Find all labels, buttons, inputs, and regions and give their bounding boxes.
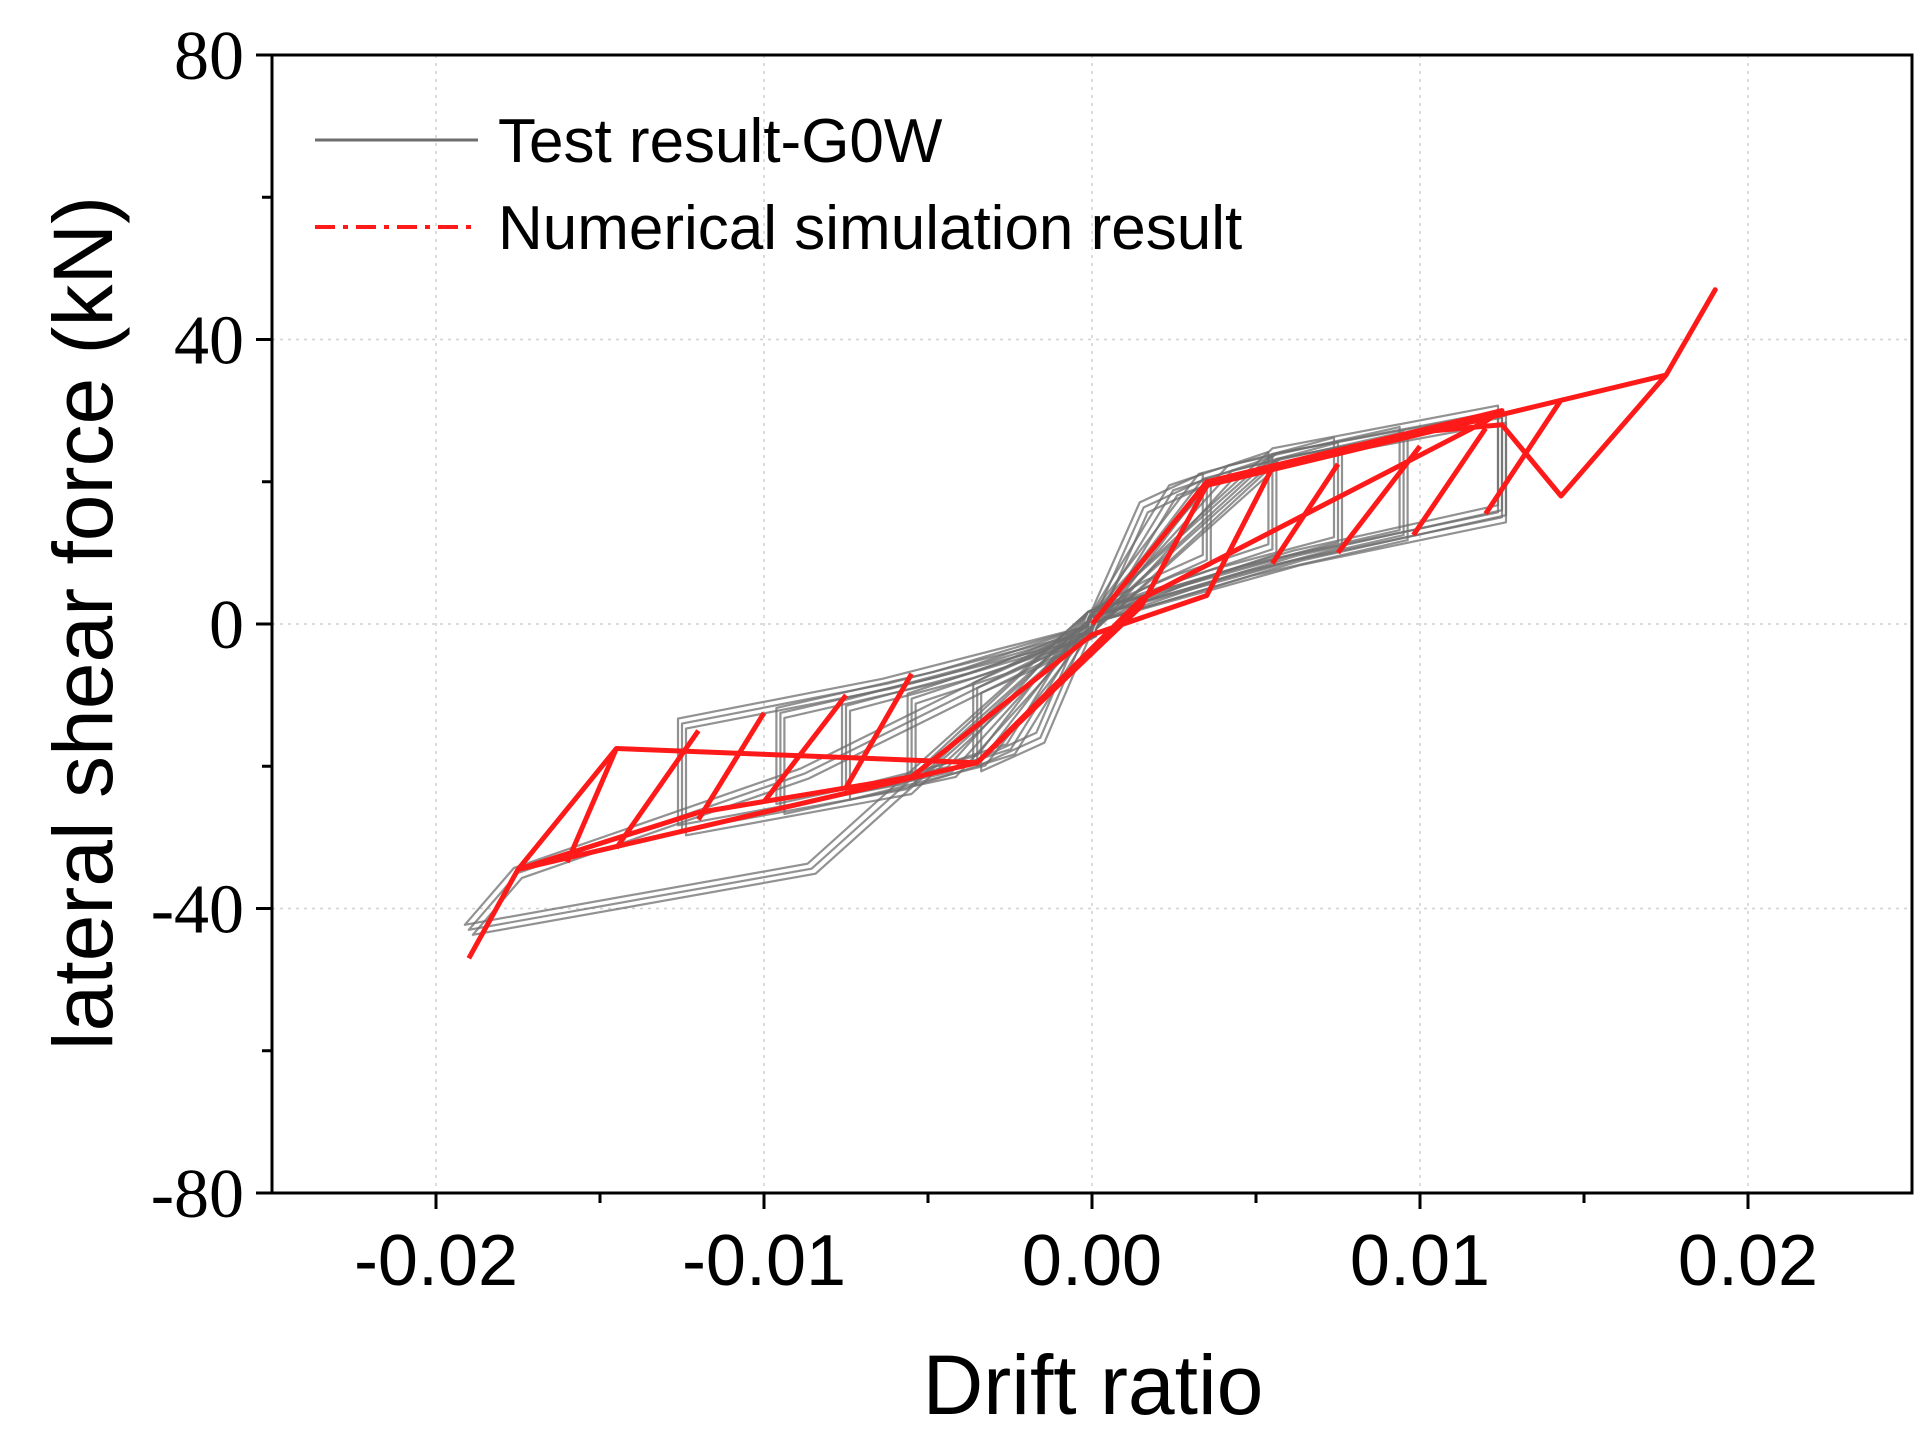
simulation-envelope (466, 287, 1718, 960)
test-loop (676, 404, 1500, 827)
simulation-branch (1483, 398, 1564, 516)
x-tick-label: 0.00 (1022, 1221, 1162, 1301)
simulation-branch (762, 693, 848, 804)
legend-label-simulation: Numerical simulation result (498, 194, 1242, 263)
series-numerical-simulation (466, 287, 1718, 960)
x-tick-label: 0.02 (1678, 1221, 1818, 1301)
x-tick-label: -0.01 (682, 1221, 846, 1301)
y-tick-label: -40 (151, 872, 244, 949)
y-tick-label: 80 (174, 18, 244, 95)
simulation-branch (564, 747, 619, 864)
x-tick-label: 0.01 (1350, 1221, 1490, 1301)
legend: Test result-G0W Numerical simulation res… (315, 107, 1242, 263)
y-tick-label: -80 (151, 1156, 244, 1233)
x-axis-title: Drift ratio (923, 1338, 1264, 1432)
simulation-branch (1336, 444, 1422, 555)
y-axis-title: lateral shear force (kN) (36, 196, 130, 1050)
y-tick-label: 40 (174, 303, 244, 380)
simulation-branch (843, 672, 914, 789)
y-tick-label: 0 (209, 587, 244, 664)
legend-label-test: Test result-G0W (498, 107, 943, 176)
plot-area (463, 287, 1718, 960)
simulation-branch (1270, 462, 1341, 565)
axis-ticks: -0.02 -0.01 0.00 0.01 0.02 -80 -40 0 40 80 (151, 18, 1818, 1301)
simulation-branch (696, 711, 767, 821)
simulation-branch (614, 729, 701, 850)
x-tick-label: -0.02 (354, 1221, 518, 1301)
simulation-branch (1411, 426, 1488, 537)
